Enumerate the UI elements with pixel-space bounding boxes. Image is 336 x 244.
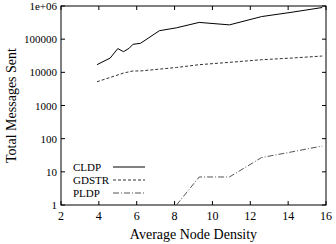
y-tick-label: 100000 [24,33,58,45]
y-tick-label: 10 [46,166,58,178]
legend-label: GDSTR [73,174,110,186]
y-tick-label: 1000 [35,100,58,112]
x-tick [98,201,99,205]
x-tick [326,201,327,205]
chart: 2 4 6 8 10 12 14 16 1 10 100 1000 10000 100000 1e+06 Av… [0,0,336,244]
x-tick [98,6,99,10]
y-tick-label: 1 [52,199,58,211]
x-tick [250,6,251,10]
y-axis-label: Total Messages Sent [4,48,19,163]
x-tick [174,201,175,205]
x-tick-label: 2 [58,209,64,223]
y-tick-label: 1e+06 [29,0,57,12]
legend-swatch [113,193,145,194]
x-tick-label: 16 [320,209,332,223]
series-line [97,8,322,65]
x-tick-label: 6 [134,209,140,223]
legend-swatch [113,167,145,168]
x-tick-label: 12 [244,209,256,223]
plot-frame [61,6,326,205]
x-tick [288,6,289,10]
y-tick [322,138,326,139]
x-tick [288,201,289,205]
y-tick [61,205,65,206]
x-tick-label: 14 [282,209,294,223]
y-tick [61,171,65,172]
legend-label: PLDP [73,187,100,199]
x-tick [136,201,137,205]
y-tick [61,6,65,7]
y-tick-label: 10000 [30,66,58,78]
x-axis-label: Average Node Density [130,227,257,242]
x-tick [212,6,213,10]
x-tick [250,201,251,205]
series-line [97,56,322,82]
y-tick [61,105,65,106]
y-tick-label: 100 [41,133,58,145]
y-tick [322,72,326,73]
y-tick [322,205,326,206]
legend-label: CLDP [73,161,101,173]
y-tick [61,39,65,40]
x-tick [136,6,137,10]
x-tick [174,6,175,10]
x-tick-label: 10 [206,209,218,223]
y-tick [322,39,326,40]
x-tick [61,201,62,205]
plot-lines [97,8,322,205]
x-tick-label: 4 [96,209,102,223]
y-tick [61,138,65,139]
x-tick [212,201,213,205]
x-tick-label: 8 [172,209,178,223]
series-line [176,146,322,205]
y-tick [322,171,326,172]
legend-swatch [113,180,145,181]
x-tick [61,6,62,10]
y-tick [61,72,65,73]
x-tick [326,6,327,10]
y-tick [322,6,326,7]
y-tick [322,105,326,106]
